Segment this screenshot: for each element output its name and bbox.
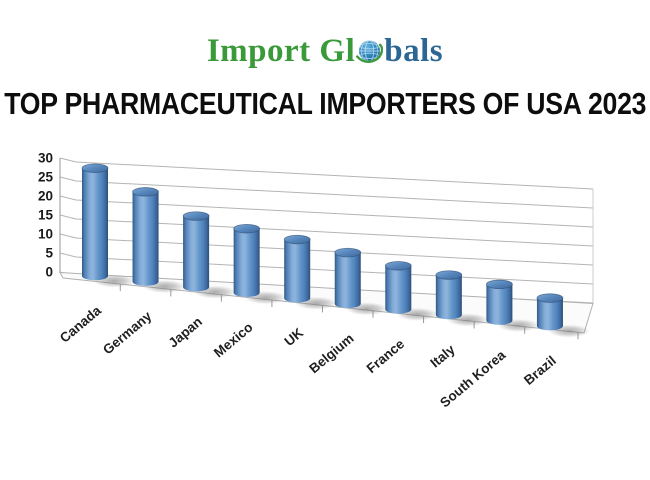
bar-mexico <box>233 228 260 297</box>
logo: Import Gl ba <box>0 30 650 72</box>
page-title: TOP PHARMACEUTICAL IMPORTERS OF USA 2023 <box>4 86 646 121</box>
gridline <box>59 176 594 209</box>
bar-cap <box>233 223 261 234</box>
bar-cap <box>283 234 311 245</box>
bar-japan <box>183 216 210 292</box>
category-label: Belgium <box>306 331 356 377</box>
category-label: Brazil <box>521 353 559 388</box>
logo-text-secondary: bals <box>384 33 444 69</box>
bar-france <box>385 265 412 314</box>
gridline <box>59 233 594 266</box>
category-label: Japan <box>165 314 205 351</box>
bar-cap <box>384 261 412 271</box>
gridline <box>59 195 594 228</box>
bar-cap <box>485 279 513 290</box>
y-tick-label: 30 <box>38 151 53 166</box>
bar-cap <box>182 211 210 221</box>
y-tick-label: 15 <box>38 208 54 223</box>
y-tick-label: 10 <box>38 227 53 242</box>
bar-uk <box>284 239 311 303</box>
category-label: Mexico <box>211 319 256 360</box>
bar-cap <box>334 247 362 258</box>
logo-text-primary: Import Gl <box>206 33 356 69</box>
bar-cap <box>81 163 109 173</box>
category-label: Italy <box>427 341 458 370</box>
y-tick-label: 5 <box>45 246 53 261</box>
chart-wrap: 0 5 10 15 20 25 30 Canada Germany Japan Mexico UK Be… <box>0 132 650 449</box>
page: Import Gl ba <box>0 30 650 480</box>
category-label: UK <box>282 325 307 349</box>
y-tick-label: 20 <box>38 189 53 204</box>
gridline <box>59 157 594 190</box>
gridline <box>59 214 594 247</box>
bar-canada <box>82 168 108 281</box>
bar-cap <box>435 270 463 280</box>
y-tick-label: 0 <box>45 265 53 280</box>
bar-brazil <box>536 298 563 331</box>
category-label: Germany <box>100 308 155 357</box>
category-label: Canada <box>57 303 104 346</box>
category-label: France <box>364 336 408 376</box>
gridline <box>59 252 594 285</box>
bar-south-korea <box>486 284 513 325</box>
bar-belgium <box>334 252 361 309</box>
bar-italy <box>435 275 462 320</box>
bar-cap <box>132 187 159 197</box>
bar-cap <box>536 293 564 303</box>
bar-germany <box>132 191 159 286</box>
y-tick-label: 25 <box>38 170 54 185</box>
title-wrap: TOP PHARMACEUTICAL IMPORTERS OF USA 2023 <box>0 86 650 122</box>
globe-icon <box>356 34 384 63</box>
